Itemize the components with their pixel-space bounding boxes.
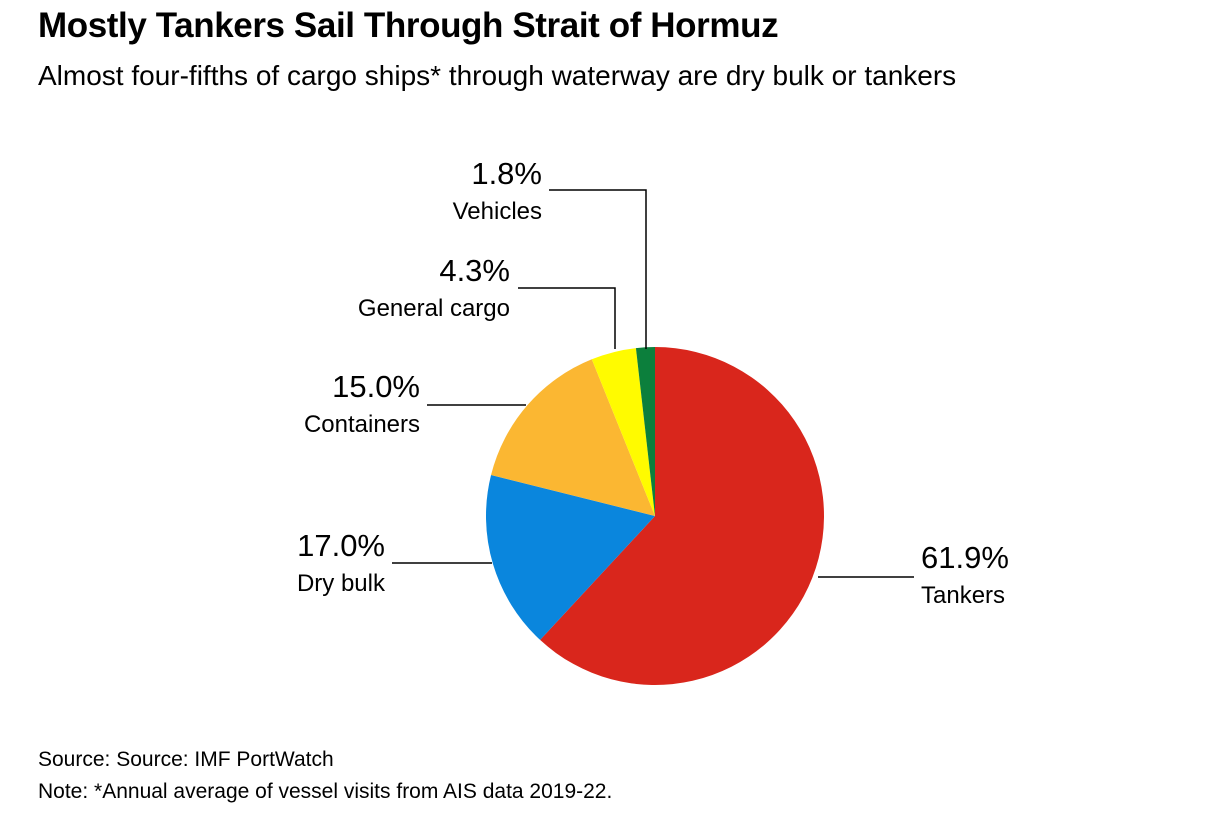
slice-value-containers: 15.0% [332, 369, 420, 404]
pie-slice-vehicles [635, 347, 655, 516]
slice-label-dry-bulk: Dry bulk [297, 570, 386, 597]
slice-value-tankers: 61.9% [921, 540, 1009, 575]
pie-slice-dry-bulk [486, 475, 655, 640]
pie-slice-tankers [540, 347, 824, 685]
pie-slice-containers [491, 359, 655, 516]
pie-slice-general-cargo [591, 348, 655, 516]
chart-subtitle: Almost four-fifths of cargo ships* throu… [38, 60, 957, 91]
slice-value-general-cargo: 4.3% [439, 253, 510, 288]
slice-label-containers: Containers [304, 411, 420, 438]
chart-title: Mostly Tankers Sail Through Strait of Ho… [38, 6, 779, 45]
slice-value-vehicles: 1.8% [471, 156, 542, 191]
slice-value-dry-bulk: 17.0% [297, 528, 385, 563]
slice-label-general-cargo: General cargo [358, 295, 510, 322]
leader-line-general-cargo [518, 287, 616, 349]
slice-label-vehicles: Vehicles [453, 198, 542, 225]
footnote: Note: *Annual average of vessel visits f… [38, 780, 613, 803]
leader-line-vehicles [549, 189, 647, 349]
source-note: Source: Source: IMF PortWatch [38, 748, 334, 771]
slice-label-tankers: Tankers [921, 582, 1005, 609]
